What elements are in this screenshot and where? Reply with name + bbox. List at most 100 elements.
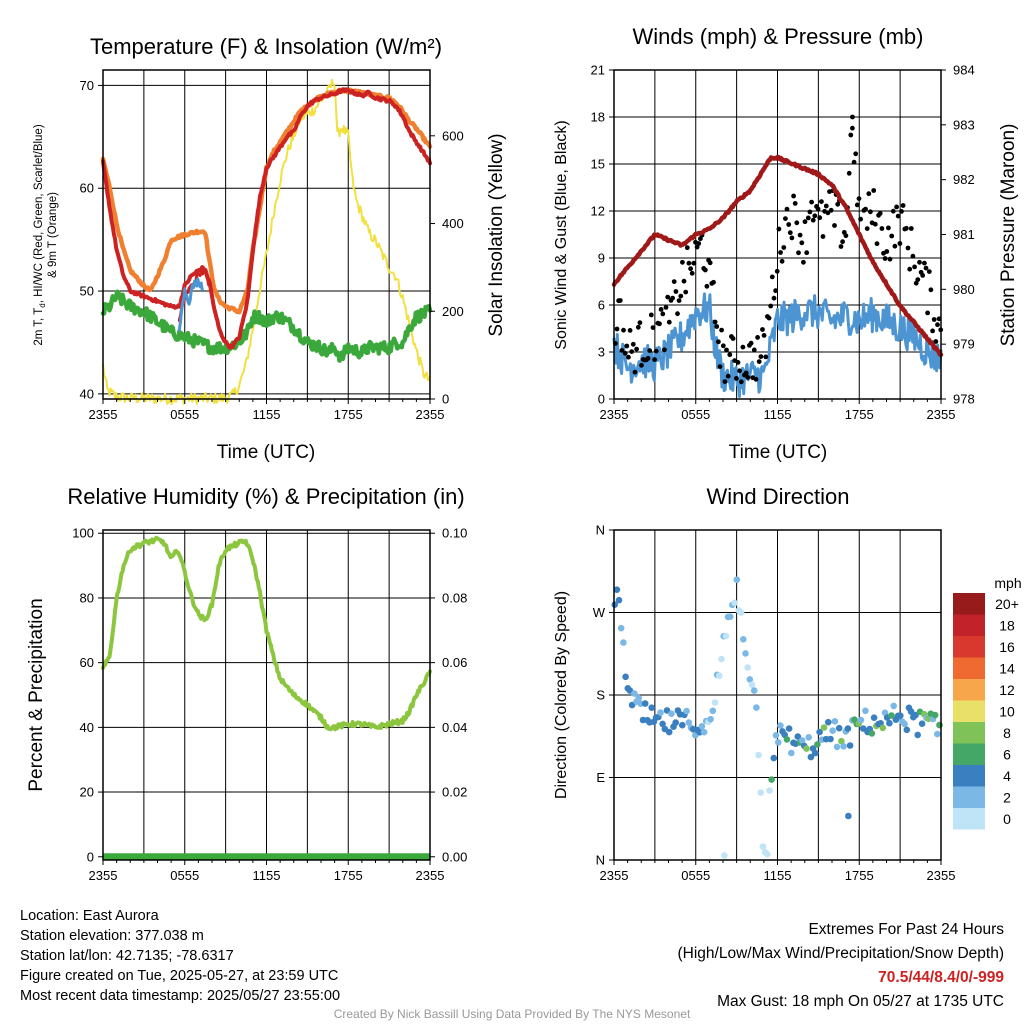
- direction-point: [613, 586, 621, 593]
- gust-point: [895, 213, 901, 219]
- gust-point: [743, 370, 749, 376]
- direction-point: [733, 576, 741, 583]
- x-tick-label: 2355: [600, 868, 629, 883]
- gust-point: [892, 243, 898, 249]
- panel-title: Wind Direction: [706, 484, 849, 509]
- direction-point: [622, 673, 629, 681]
- gust-point: [866, 191, 872, 197]
- direction-point: [870, 714, 878, 721]
- gust-point: [647, 348, 653, 353]
- gust-point: [863, 206, 868, 212]
- direction-point: [914, 731, 921, 739]
- gust-point: [817, 215, 823, 221]
- direction-point: [788, 749, 795, 757]
- gust-point: [635, 324, 641, 330]
- gust-point: [799, 240, 805, 246]
- gust-point: [923, 265, 929, 271]
- legend-label: 20+: [995, 596, 1019, 612]
- y-tick-label: 18: [591, 110, 605, 125]
- legend-swatch: [953, 679, 985, 701]
- gust-point: [801, 259, 806, 265]
- gust-point: [925, 310, 930, 316]
- direction-point: [903, 726, 911, 734]
- gust-point: [678, 293, 684, 299]
- wind-series-line: [612, 292, 943, 398]
- y-right-tick-label: 984: [953, 63, 975, 78]
- direction-point: [768, 776, 775, 783]
- direction-point: [757, 789, 764, 796]
- gust-point: [734, 376, 739, 381]
- y-right-tick-label: 980: [953, 282, 975, 297]
- y-axis-label: Sonic Wind & Gust (Blue, Black): [553, 120, 570, 349]
- gust-point: [676, 298, 682, 303]
- y-right-tick-label: 983: [953, 117, 975, 132]
- y-right-tick-label: 979: [953, 337, 975, 352]
- gust-point: [725, 373, 731, 379]
- gust-point: [707, 260, 713, 266]
- gust-point: [904, 225, 909, 231]
- x-tick-label: 1155: [253, 868, 281, 883]
- gust-point: [877, 211, 883, 216]
- gust-point: [805, 215, 811, 221]
- gust-point: [791, 193, 796, 199]
- gust-point: [789, 235, 795, 241]
- gust-point: [768, 303, 774, 309]
- gust-point: [722, 379, 728, 384]
- gust-point: [917, 259, 922, 265]
- direction-point: [672, 719, 679, 726]
- direction-point: [811, 749, 819, 757]
- gust-point: [639, 362, 644, 368]
- legend-label: 12: [999, 682, 1015, 698]
- direction-point: [679, 721, 686, 729]
- y-tick-label: 40: [80, 720, 94, 735]
- x-tick-label: 2355: [89, 407, 118, 422]
- gust-point: [738, 379, 744, 385]
- extremes-subtitle: (High/Low/Max Wind/Precipitation/Snow De…: [677, 945, 1005, 962]
- direction-point: [617, 624, 625, 632]
- y-axis-label-line: & 9m T (Orange): [47, 192, 59, 278]
- direction-point: [816, 728, 823, 736]
- direction-point: [785, 725, 793, 732]
- gust-point: [922, 260, 927, 266]
- gust-point: [730, 336, 736, 341]
- y-right-tick-label: 600: [442, 128, 464, 143]
- legend-label: 0: [1003, 811, 1011, 827]
- y-right-tick-label: 0: [442, 392, 449, 407]
- gust-point: [887, 256, 893, 262]
- direction-point: [631, 690, 638, 697]
- direction-point: [711, 699, 719, 706]
- gust-point: [735, 360, 741, 365]
- gust-point: [665, 294, 671, 300]
- y-right-axis-label: Solar Insolation (Yellow): [486, 133, 507, 336]
- direction-point: [934, 730, 941, 738]
- direction-point: [879, 724, 887, 732]
- direction-point: [798, 737, 806, 744]
- pressure-series-line: [611, 154, 944, 357]
- y-right-tick-label: 978: [953, 392, 975, 407]
- direction-point: [901, 720, 908, 728]
- gust-point: [652, 357, 657, 362]
- gust-point: [874, 241, 880, 247]
- direction-point: [750, 687, 758, 694]
- gust-point: [737, 368, 742, 374]
- direction-point: [620, 639, 627, 646]
- gust-point: [662, 347, 667, 353]
- gust-point: [884, 249, 890, 254]
- x-tick-label: 2355: [416, 407, 445, 422]
- direction-point: [731, 599, 738, 607]
- gust-point: [711, 279, 716, 285]
- y-right-tick-label: 200: [442, 304, 464, 319]
- y-tick-label: 100: [72, 526, 94, 541]
- gust-point: [935, 322, 940, 328]
- gust-point: [802, 219, 808, 225]
- direction-point: [707, 715, 714, 723]
- gust-point: [910, 253, 916, 259]
- direction-point: [772, 732, 780, 739]
- gust-point: [856, 196, 862, 202]
- y-axis-label: Direction (Colored By Speed): [553, 591, 570, 799]
- direction-point: [774, 739, 782, 746]
- direction-point: [718, 655, 725, 663]
- direction-point: [827, 735, 834, 743]
- gust-point: [828, 207, 834, 213]
- direction-point: [648, 704, 655, 711]
